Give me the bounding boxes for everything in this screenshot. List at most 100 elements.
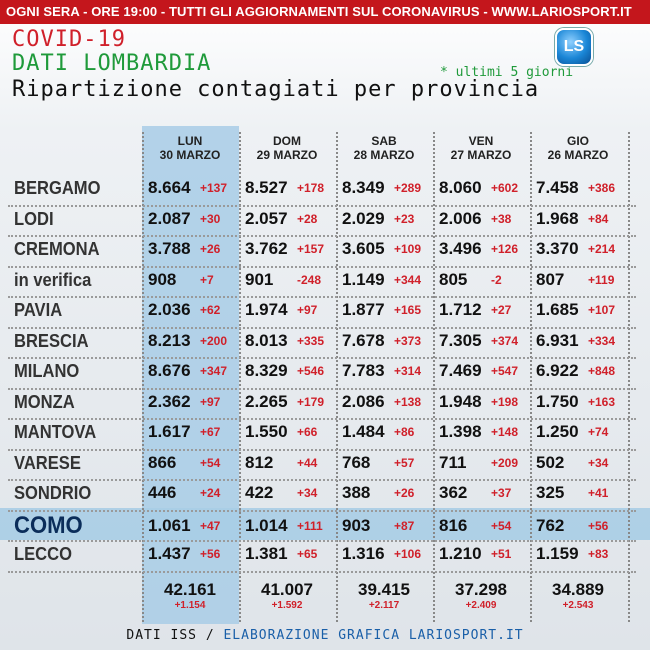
table-cell-delta: +373: [394, 333, 422, 348]
table-cell-delta: +386: [588, 181, 616, 195]
column-header: SAB 28 MARZO: [336, 134, 432, 162]
table-cell-delta: -2: [491, 272, 502, 287]
province-label: MONZA: [14, 391, 75, 412]
total-value: 42.161: [164, 580, 216, 599]
table-cell-value: 1.712: [439, 300, 482, 319]
table-cell-delta: +65: [297, 547, 318, 561]
row-divider: [8, 418, 636, 420]
table-cell-value: 901: [245, 269, 274, 289]
table-cell-delta: +163: [588, 394, 616, 409]
table-cell-value: 1.948: [439, 391, 482, 411]
table-cell-delta: +26: [394, 486, 415, 500]
table-cell-value: 866: [148, 452, 177, 472]
table-cell-delta: +57: [394, 455, 415, 470]
table-cell-delta: +546: [297, 364, 325, 378]
table-cell-delta: +27: [491, 303, 512, 317]
banner-text: OGNI SERA - ORE 19:00 - TUTTI GLI AGGIOR…: [6, 4, 492, 19]
row-divider: [8, 204, 636, 207]
table-cell-delta: +83: [588, 547, 609, 561]
total-delta: +1.592: [271, 600, 303, 611]
column-date: 26 MARZO: [547, 148, 609, 162]
top-banner: OGNI SERA - ORE 19:00 - TUTTI GLI AGGIOR…: [0, 0, 650, 24]
table-cell-value: 1.484: [342, 422, 385, 441]
table-cell-delta: +126: [491, 242, 519, 256]
table-cell-value: 768: [342, 452, 371, 472]
table-cell-value: 8.527: [245, 178, 288, 197]
table-cell-delta: +119: [588, 272, 615, 287]
table-cell-delta: +179: [297, 394, 325, 409]
table-cell-value: 2.036: [148, 300, 191, 319]
table-cell-delta: +26: [200, 242, 221, 256]
row-divider: [8, 357, 636, 359]
table-cell-value: 325: [536, 483, 565, 502]
table-cell-delta: +289: [394, 181, 422, 195]
province-label: COMO: [14, 511, 83, 539]
last-days-note: * ultimi 5 giorni: [440, 65, 574, 80]
table-cell-value: 1.877: [342, 300, 385, 319]
column-header: DOM 29 MARZO: [239, 134, 335, 162]
table-cell-delta: +107: [588, 303, 616, 317]
table-cell-value: 446: [148, 483, 177, 502]
table-cell-value: 7.458: [536, 178, 579, 197]
row-divider: [8, 570, 636, 573]
table-cell-value: 812: [245, 452, 274, 472]
lariosport-logo-icon: LS: [555, 28, 593, 66]
table-cell-delta: +51: [491, 547, 512, 561]
table-cell-delta: +347: [200, 364, 228, 378]
table-cell-delta: +54: [200, 455, 221, 470]
row-divider: [8, 479, 636, 481]
province-label: BRESCIA: [14, 330, 89, 351]
table-cell-delta: +374: [491, 333, 519, 348]
table-cell-value: 1.750: [536, 391, 579, 411]
table-cell-delta: +344: [394, 272, 422, 287]
table-cell-value: 1.974: [245, 300, 288, 319]
table-cell-value: 8.013: [245, 330, 288, 350]
table-cell-value: 2.086: [342, 391, 385, 411]
banner-url-link[interactable]: WWW.LARIOSPORT.IT: [491, 4, 632, 19]
table-cell-delta: -248: [297, 272, 322, 287]
table-cell-delta: +86: [394, 425, 415, 439]
table-cell-delta: +178: [297, 181, 325, 195]
table-cell-value: 8.213: [148, 330, 191, 350]
column-day: SAB: [371, 134, 397, 148]
table-cell-delta: +56: [200, 547, 221, 561]
table-cell-delta: +84: [588, 211, 609, 226]
table-cell-value: 2.057: [245, 208, 288, 228]
table-cell-delta: +334: [588, 333, 616, 348]
table-cell-delta: +602: [491, 181, 519, 195]
table-cell-value: 8.060: [439, 178, 482, 197]
province-label: MANTOVA: [14, 422, 97, 442]
table-cell-value: 2.265: [245, 391, 288, 411]
como-row-highlight: [0, 508, 650, 540]
column-day: VEN: [468, 134, 494, 148]
table-cell-value: 7.783: [342, 361, 385, 380]
page-title: Ripartizione contagiati per provincia: [12, 77, 540, 102]
table-cell-delta: +106: [394, 547, 422, 561]
table-cell-value: 807: [536, 269, 565, 289]
table-cell-delta: +335: [297, 333, 325, 348]
table-cell-delta: +547: [491, 364, 519, 378]
total-value: 37.298: [455, 580, 507, 599]
province-label: PAVIA: [14, 300, 63, 320]
table-cell-value: 3.605: [342, 239, 385, 258]
table-cell-delta: +111: [297, 518, 323, 533]
table-cell-value: 903: [342, 515, 371, 535]
column-day: GIO: [566, 134, 589, 148]
table-cell-value: 6.931: [536, 330, 579, 350]
column-date: 30 MARZO: [159, 148, 221, 162]
table-cell-value: 1.437: [148, 544, 191, 563]
title-region: DATI LOMBARDIA: [12, 51, 212, 76]
table-cell-value: 908: [148, 269, 177, 289]
total-value: 39.415: [358, 580, 410, 599]
table-cell-delta: +30: [200, 211, 221, 226]
table-cell-value: 8.349: [342, 178, 385, 197]
column-day: LUN: [177, 134, 203, 148]
table-cell-value: 3.762: [245, 239, 288, 258]
column-divider: [433, 132, 435, 622]
table-cell-value: 1.316: [342, 544, 385, 563]
table-cell-value: 7.305: [439, 330, 482, 350]
total-delta: +2.543: [562, 600, 594, 611]
table-cell-delta: +148: [491, 425, 519, 439]
table-cell-value: 762: [536, 515, 565, 535]
